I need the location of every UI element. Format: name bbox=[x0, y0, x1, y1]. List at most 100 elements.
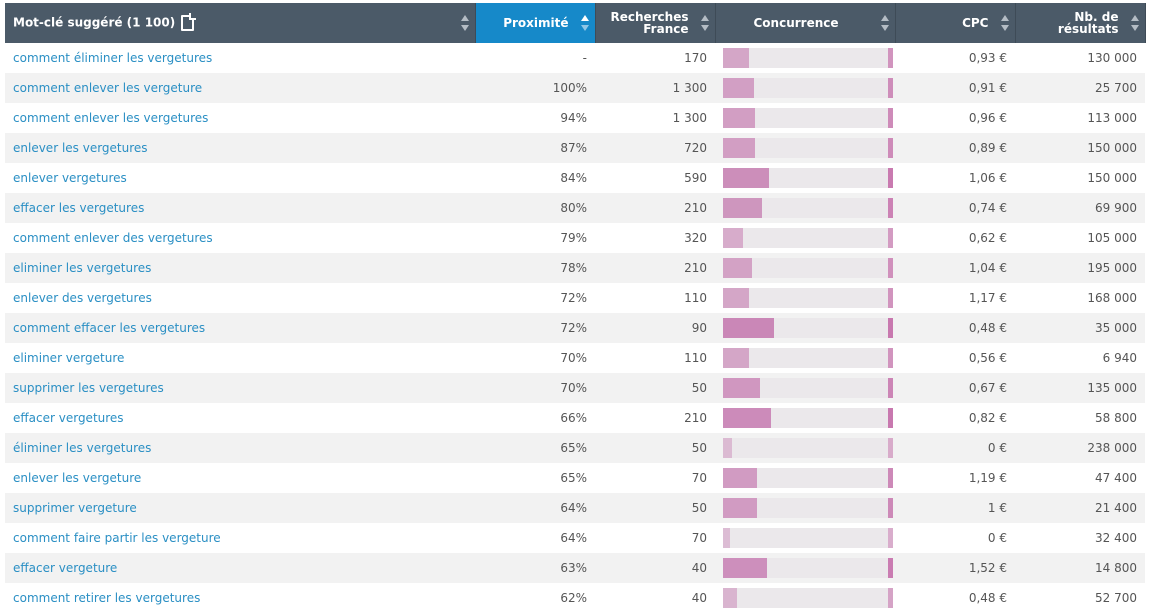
searches-cell: 320 bbox=[684, 231, 707, 245]
competition-bar bbox=[723, 198, 893, 218]
keyword-link[interactable]: comment effacer les vergetures bbox=[5, 313, 475, 343]
competition-bar-fill bbox=[723, 48, 749, 68]
keyword-link[interactable]: comment enlever les vergetures bbox=[13, 111, 209, 125]
proximity-cell: 64% bbox=[560, 531, 587, 545]
column-header-results[interactable]: Nb. de résultats bbox=[1015, 3, 1146, 43]
keyword-link[interactable]: effacer les vergetures bbox=[5, 193, 475, 223]
competition-bar-end bbox=[888, 378, 893, 398]
keyword-link[interactable]: eliminer vergeture bbox=[13, 351, 125, 365]
proximity-header-label: Proximité bbox=[503, 16, 569, 30]
competition-bar-fill bbox=[723, 438, 732, 458]
competition-bar-fill bbox=[723, 108, 756, 128]
competition-bar-end bbox=[888, 588, 893, 608]
cpc-cell: 0,91 € bbox=[895, 73, 1015, 103]
results-cell: 195 000 bbox=[1015, 253, 1145, 283]
column-header-cpc[interactable]: CPC bbox=[895, 3, 1016, 43]
competition-bar-end bbox=[888, 408, 893, 428]
searches-cell: 110 bbox=[684, 351, 707, 365]
results-cell: 25 700 bbox=[1015, 73, 1145, 103]
competition-bar-fill bbox=[723, 468, 757, 488]
competition-bar-fill bbox=[723, 318, 774, 338]
keyword-link[interactable]: enlever les vergeture bbox=[13, 471, 142, 485]
column-header-competition[interactable]: Concurrence bbox=[715, 3, 896, 43]
competition-bar-end bbox=[888, 258, 893, 278]
searches-cell: 720 bbox=[595, 133, 715, 163]
table-row: comment effacer les vergetures 72% 90 0,48 … bbox=[5, 313, 1145, 343]
competition-bar-fill bbox=[723, 138, 756, 158]
table-row: éliminer les vergetures 65% 50 0 €238 000 bbox=[5, 433, 1145, 463]
proximity-cell: 64% bbox=[475, 493, 595, 523]
competition-cell bbox=[715, 253, 895, 283]
searches-header-line2: France bbox=[643, 22, 689, 36]
sort-icon[interactable] bbox=[1000, 15, 1009, 31]
table-row: supprimer vergeture 64% 50 1 €21 400 bbox=[5, 493, 1145, 523]
keyword-link[interactable]: eliminer les vergetures bbox=[5, 253, 475, 283]
results-cell: 135 000 bbox=[1015, 373, 1145, 403]
sort-icon[interactable] bbox=[880, 15, 889, 31]
column-header-searches[interactable]: Recherches France bbox=[595, 3, 716, 43]
column-header-proximity[interactable]: Proximité bbox=[475, 3, 596, 43]
keyword-link[interactable]: éliminer les vergetures bbox=[5, 433, 475, 463]
searches-cell: 1 300 bbox=[595, 73, 715, 103]
keyword-link[interactable]: effacer vergetures bbox=[13, 411, 124, 425]
competition-bar bbox=[723, 78, 893, 98]
keyword-link[interactable]: comment enlever des vergetures bbox=[13, 231, 213, 245]
competition-bar bbox=[723, 588, 893, 608]
competition-bar-end bbox=[888, 228, 893, 248]
searches-cell: 50 bbox=[595, 433, 715, 463]
keyword-link[interactable]: effacer vergeture bbox=[5, 553, 475, 583]
cpc-cell: 0,56 € bbox=[968, 351, 1007, 365]
keyword-link[interactable]: enlever des vergetures bbox=[13, 291, 152, 305]
proximity-cell: 78% bbox=[475, 253, 595, 283]
cpc-cell: 0,93 € bbox=[968, 51, 1007, 65]
cpc-cell: 1,06 € bbox=[968, 171, 1007, 185]
competition-cell bbox=[715, 163, 895, 193]
searches-cell: 50 bbox=[595, 493, 715, 523]
competition-cell bbox=[715, 43, 895, 73]
competition-bar bbox=[723, 408, 893, 428]
keyword-link[interactable]: comment enlever les vergeture bbox=[5, 73, 475, 103]
sort-icon[interactable] bbox=[460, 15, 469, 31]
competition-bar-fill bbox=[723, 228, 744, 248]
cpc-cell: 0,74 € bbox=[895, 193, 1015, 223]
competition-cell bbox=[715, 103, 895, 133]
keyword-link[interactable]: comment éliminer les vergetures bbox=[13, 51, 213, 65]
searches-cell: 210 bbox=[595, 253, 715, 283]
competition-bar-fill bbox=[723, 408, 771, 428]
competition-bar-end bbox=[888, 468, 893, 488]
competition-bar-end bbox=[888, 318, 893, 338]
competition-bar bbox=[723, 438, 893, 458]
keyword-link[interactable]: supprimer vergeture bbox=[5, 493, 475, 523]
keyword-header-label: Mot-clé suggéré (1 100) bbox=[13, 15, 176, 30]
cpc-cell: 1,04 € bbox=[895, 253, 1015, 283]
sort-icon[interactable] bbox=[580, 15, 589, 31]
searches-cell: 40 bbox=[691, 591, 707, 605]
keyword-link[interactable]: supprimer les vergetures bbox=[5, 373, 475, 403]
results-cell: 168 000 bbox=[1087, 291, 1137, 305]
competition-bar-end bbox=[888, 288, 893, 308]
cpc-cell: 0,62 € bbox=[968, 231, 1007, 245]
competition-cell bbox=[715, 133, 895, 163]
table-row: enlever les vergeture 65% 70 1,19 € 47 400 bbox=[5, 463, 1145, 493]
export-document-icon[interactable] bbox=[181, 13, 197, 31]
keyword-link[interactable]: comment retirer les vergetures bbox=[13, 591, 201, 605]
cpc-cell: 0,89 € bbox=[895, 133, 1015, 163]
column-header-keyword[interactable]: Mot-clé suggéré (1 100) bbox=[5, 3, 476, 43]
competition-bar-fill bbox=[723, 288, 749, 308]
competition-cell bbox=[715, 193, 895, 223]
competition-bar-fill bbox=[723, 168, 769, 188]
results-cell: 47 400 bbox=[1095, 471, 1137, 485]
results-cell: 58 800 bbox=[1095, 411, 1137, 425]
keyword-link[interactable]: enlever vergetures bbox=[13, 171, 127, 185]
table-row: comment faire partir les vergeture 64% 70 0… bbox=[5, 523, 1145, 553]
competition-cell bbox=[715, 223, 895, 253]
keyword-link[interactable]: comment faire partir les vergeture bbox=[13, 531, 221, 545]
searches-cell: 210 bbox=[684, 411, 707, 425]
table-row: comment enlever les vergetures 94% 1 300 0,… bbox=[5, 103, 1145, 133]
sort-icon[interactable] bbox=[700, 15, 709, 31]
competition-bar-fill bbox=[723, 198, 763, 218]
sort-icon[interactable] bbox=[1130, 15, 1139, 31]
table-row: comment enlever des vergetures 79% 320 0,62… bbox=[5, 223, 1145, 253]
keyword-link[interactable]: enlever les vergetures bbox=[5, 133, 475, 163]
results-cell: 150 000 bbox=[1087, 171, 1137, 185]
